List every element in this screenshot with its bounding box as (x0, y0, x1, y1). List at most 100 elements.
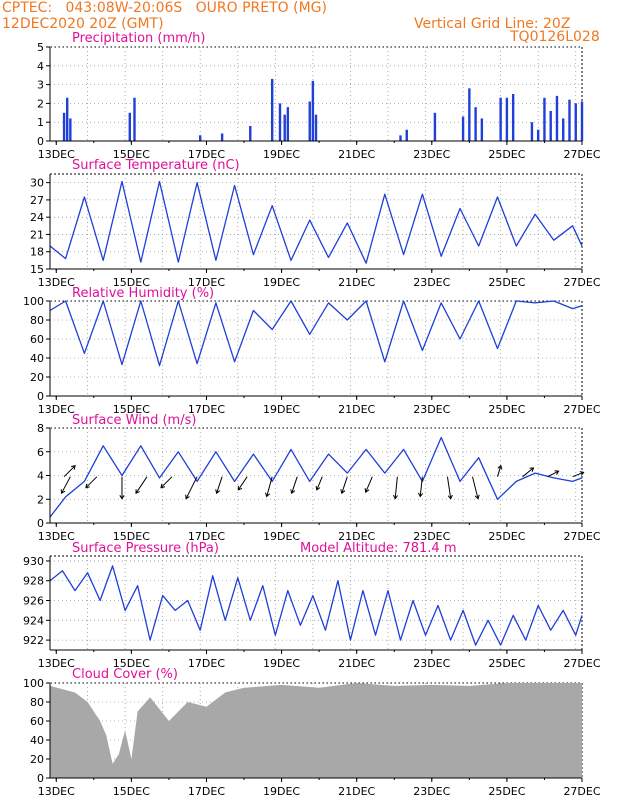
y-tick-label: 60 (30, 715, 44, 728)
precip-bar (474, 107, 477, 141)
y-tick-label: 1 (37, 116, 44, 129)
wind-vector (135, 476, 148, 494)
precip-bar (461, 116, 465, 141)
precip-bar (199, 135, 202, 141)
x-tick-label: 25DEC (488, 785, 525, 798)
x-tick-label: 27DEC (563, 785, 600, 798)
x-tick-label: 15DEC (113, 785, 150, 798)
wind-vector-head (237, 485, 243, 491)
y-tick-label: 15 (30, 263, 44, 276)
precip-bar (314, 114, 318, 141)
y-tick-label: 80 (30, 696, 44, 709)
precip-bar (468, 88, 471, 141)
wind-vector-head (185, 494, 190, 500)
x-tick-label: 13DEC (38, 657, 75, 670)
model-altitude-label: Model Altitude: 781.4 m (300, 541, 457, 556)
precip-bar (270, 78, 274, 141)
x-tick-label: 23DEC (413, 148, 450, 161)
wind-vector (419, 476, 423, 497)
wind-vector-head (265, 492, 271, 498)
y-tick-label: 80 (30, 314, 44, 327)
wind-vector-head (579, 471, 585, 476)
x-tick-label: 13DEC (38, 403, 75, 416)
wind-vector (85, 476, 98, 489)
y-tick-label: 924 (23, 614, 44, 627)
precip-bar (480, 118, 484, 141)
x-tick-label: 23DEC (413, 530, 450, 543)
precip-bar (530, 122, 534, 141)
x-tick-label: 23DEC (413, 785, 450, 798)
series-line (49, 180, 583, 264)
humidity-title: Relative Humidity (%) (72, 286, 215, 301)
wind-vector (341, 476, 348, 494)
x-tick-label: 17DEC (188, 785, 225, 798)
wind-vector-head (497, 464, 503, 470)
y-tick-label: 6 (37, 446, 44, 459)
x-tick-label: 17DEC (188, 148, 225, 161)
x-tick-label: 17DEC (188, 530, 225, 543)
precip-bar (69, 118, 72, 141)
precip-bar (286, 107, 290, 141)
x-tick-label: 15DEC (113, 276, 150, 289)
y-tick-label: 0 (37, 517, 44, 530)
wind-vector-head (340, 489, 346, 495)
wind-vector-head (529, 467, 535, 472)
wind-vector-head (60, 489, 66, 495)
wind-title: Surface Wind (m/s) (72, 413, 197, 428)
run-time-label: 12DEC2020 20Z (GMT) (2, 16, 164, 32)
x-tick-label: 15DEC (113, 657, 150, 670)
wind-vector (394, 476, 398, 499)
precip-bar (511, 94, 515, 141)
x-tick-label: 19DEC (263, 148, 300, 161)
wind-vector-head (215, 489, 221, 495)
y-tick-label: 4 (37, 60, 44, 73)
x-tick-label: 13DEC (38, 276, 75, 289)
x-tick-label: 15DEC (113, 148, 150, 161)
precip-title: Precipitation (mm/h) (72, 31, 206, 46)
x-tick-label: 19DEC (263, 403, 300, 416)
wind-vector-head (474, 494, 480, 500)
y-tick-label: 3 (37, 79, 44, 92)
cloud-cover-area (50, 683, 582, 778)
x-tick-label: 23DEC (413, 276, 450, 289)
precip-bar (308, 101, 311, 141)
wind-vector-head (160, 483, 166, 489)
y-tick-label: 928 (23, 575, 44, 588)
x-tick-label: 21DEC (338, 657, 375, 670)
x-tick-label: 21DEC (338, 403, 375, 416)
model-id-label: TQ0126L028 (510, 29, 600, 45)
precip-bar (283, 114, 286, 141)
wind-vector (63, 465, 76, 478)
precip-bar (536, 129, 540, 141)
x-tick-label: 27DEC (563, 530, 600, 543)
y-tick-label: 100 (23, 677, 44, 690)
x-tick-label: 25DEC (488, 657, 525, 670)
wind-vector (185, 476, 198, 499)
wind-vector (291, 476, 298, 494)
precip-bar (62, 112, 66, 141)
wind-vector-head (554, 470, 560, 475)
precip-bar (549, 110, 552, 141)
wind-vector-head (364, 488, 370, 493)
x-tick-label: 21DEC (338, 276, 375, 289)
x-tick-label: 25DEC (488, 276, 525, 289)
precip-bar (499, 97, 502, 141)
precip-bar (220, 133, 224, 141)
x-tick-label: 25DEC (488, 403, 525, 416)
series-line (49, 565, 583, 646)
precip-bar (311, 80, 315, 141)
wind-vector (160, 476, 173, 489)
y-tick-label: 40 (30, 352, 44, 365)
y-tick-label: 60 (30, 333, 44, 346)
wind-vector-head (119, 495, 125, 500)
wind-vector (237, 476, 248, 491)
y-tick-label: 20 (30, 371, 44, 384)
x-tick-label: 23DEC (413, 657, 450, 670)
precip-bar (574, 103, 577, 141)
wind-vector (365, 476, 373, 493)
wind-vector (216, 476, 223, 494)
cloud-title: Cloud Cover (%) (72, 667, 178, 682)
y-tick-label: 20 (30, 753, 44, 766)
x-tick-label: 25DEC (488, 148, 525, 161)
